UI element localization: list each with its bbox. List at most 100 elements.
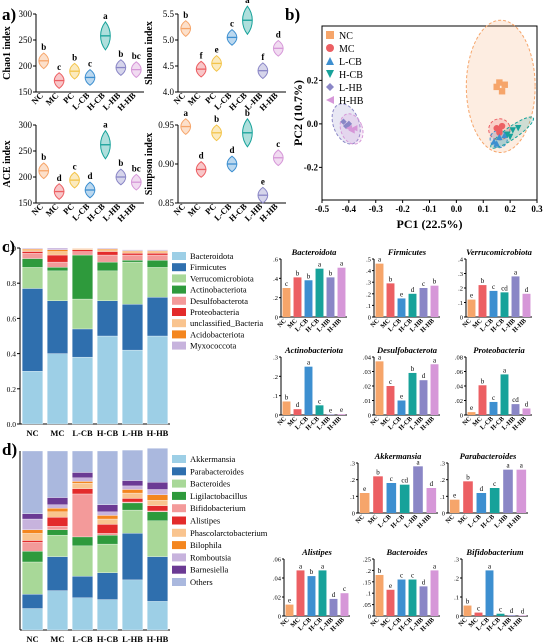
sig-letter: b <box>118 158 123 168</box>
sig-letter: e <box>215 45 219 55</box>
y-tick-label: 0.95 <box>158 120 174 130</box>
bar-segment <box>22 258 43 268</box>
bar-segment <box>122 261 143 305</box>
legend-swatch <box>172 467 186 476</box>
legend-swatch <box>172 319 186 328</box>
bar-L-HB <box>419 380 428 415</box>
bar-H-HB <box>518 615 527 616</box>
small-bar-chart: Bacteroidota0.2.4.6cNCbMCbL-CBaH-CBbL-HB… <box>273 247 347 334</box>
bar-segment <box>22 561 43 595</box>
chart-title: Akkermansia <box>374 451 423 461</box>
x-tick-label: H-CB <box>390 513 407 530</box>
y-tick-label: 0 <box>460 413 463 420</box>
sig-letter: a <box>488 562 492 570</box>
y-tick-label: .06 <box>455 369 464 376</box>
y-tick-label: 0 <box>275 315 278 322</box>
marker <box>340 118 347 125</box>
marker <box>496 129 503 136</box>
y-tick-label: 0.8 <box>7 279 17 288</box>
bar-L-CB <box>489 290 498 317</box>
bar-segment <box>22 253 43 259</box>
bar-MC <box>478 385 487 415</box>
marker <box>496 133 503 141</box>
y-tick-label: .4 <box>366 268 372 275</box>
legend-swatch <box>172 541 186 550</box>
small-bar-chart: Bacteroides0.05.1.15.2.25bNCeMCcL-CBcH-C… <box>363 547 440 633</box>
sig-letter: e <box>470 292 473 300</box>
sig-letter: c <box>492 283 495 291</box>
marker <box>514 125 522 132</box>
bar-segment <box>22 518 43 530</box>
y-tick-label: 0 <box>460 315 463 322</box>
bar-H-CB <box>500 374 509 415</box>
bar-H-CB <box>500 292 509 317</box>
sig-letter: d <box>510 607 514 615</box>
sig-letter: d <box>229 145 234 155</box>
sig-letter: a <box>503 366 507 374</box>
sig-letter: d <box>296 401 300 409</box>
small-bar-chart: Akkermansia0.1.2.3eNCbMCcL-CBcdH-CBaL-HB… <box>350 451 438 530</box>
sig-letter: d <box>87 171 92 181</box>
sig-letter: b <box>329 269 333 277</box>
bar-segment <box>122 485 143 490</box>
y-tick-label: .3 <box>350 461 355 468</box>
bar-segment <box>72 545 93 577</box>
sig-letter: e <box>363 485 366 493</box>
small-bar-chart: Verrucomicrobiota0.1.2.3.4eNCbMCcL-CBcdH… <box>458 247 532 334</box>
y-tick-label: 5.5 <box>163 9 175 19</box>
bar-segment <box>22 608 43 631</box>
legend-label: Myxococcota <box>190 341 236 351</box>
chart-title: Firmicutes <box>387 247 427 257</box>
y-tick-label: .02 <box>455 398 463 405</box>
legend-label: L-CB <box>339 57 362 68</box>
bar-L-CB <box>489 401 498 415</box>
y-tick-label: .3 <box>454 557 459 564</box>
x-tick-label: 0.1 <box>478 204 490 214</box>
y-tick-label: 0.4 <box>7 350 17 359</box>
bar-H-HB <box>522 408 531 415</box>
x-tick-label: H-HB <box>115 90 138 113</box>
bar-segment <box>47 517 68 527</box>
y-tick-label: .2 <box>273 374 278 381</box>
sig-letter: c <box>492 394 495 402</box>
y-tick-label: 0 <box>352 511 355 518</box>
x-tick-label: L-HB <box>122 428 143 438</box>
bar-segment <box>72 488 93 495</box>
bar-segment <box>47 247 68 250</box>
sig-letter: c <box>318 397 321 405</box>
bar-segment <box>97 254 118 263</box>
y-tick-label: .2 <box>454 576 459 583</box>
sig-letter: b <box>41 42 46 52</box>
sig-letter: d <box>525 400 529 408</box>
y-tick-label: 300 <box>19 9 33 19</box>
bar-segment <box>47 556 68 591</box>
legend-swatch <box>172 285 186 294</box>
sig-letter: a <box>183 108 188 118</box>
sig-letter: b <box>376 468 380 476</box>
x-tick-label: NC <box>444 513 456 525</box>
bar-segment <box>97 572 118 600</box>
y-tick-label: 250 <box>19 35 33 45</box>
sig-letter: b <box>41 152 46 162</box>
sig-letter: b <box>389 275 393 283</box>
y-axis-title: Simpson index <box>144 133 155 196</box>
sig-letter: b <box>433 278 437 286</box>
bar-segment <box>47 590 68 631</box>
bar-segment <box>47 251 68 256</box>
bar-H-HB <box>522 293 531 317</box>
x-tick-label: NC <box>461 317 473 329</box>
bar-segment <box>97 511 118 516</box>
stacked-bar-chart: 0.0 0.2 0.4 0.6 0.8 1.0 NC MC L-CB H-CB L-HB H-HB Ba… <box>7 244 264 438</box>
chart-title: Desulfobacterota <box>376 345 438 355</box>
legend-label: H-HB <box>339 96 364 107</box>
sig-letter: e <box>389 582 392 590</box>
sig-letter: b <box>378 567 382 575</box>
x-tick-label: -0.1 <box>422 204 437 214</box>
sig-letter: cd <box>512 396 519 404</box>
bar-H-CB <box>399 484 410 513</box>
sig-letter: c <box>477 605 480 613</box>
marker <box>506 133 514 141</box>
